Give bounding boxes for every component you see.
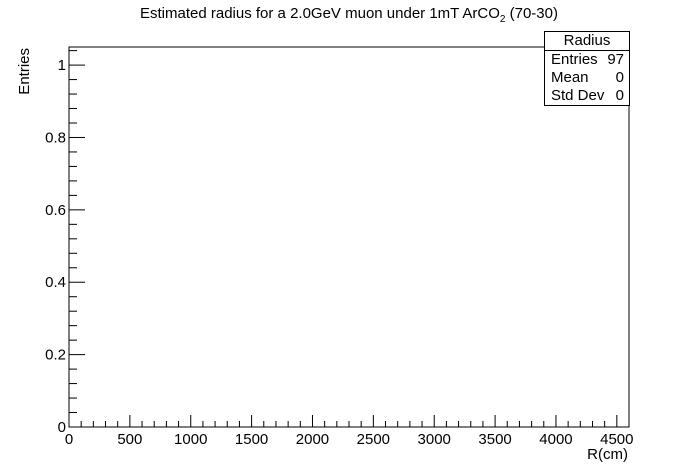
stats-row-entries: Entries 97: [545, 51, 629, 69]
chart-title: Estimated radius for a 2.0GeV muon under…: [0, 5, 698, 25]
stats-label: Entries: [551, 51, 598, 68]
x-tick-label: 4500: [600, 431, 633, 448]
chart-title-subscript: 2: [499, 14, 506, 25]
stats-value: 0: [615, 87, 624, 104]
x-tick-label: 0: [65, 431, 73, 448]
chart-title-tail: (70-30): [505, 5, 558, 22]
x-tick-label: 3000: [418, 431, 451, 448]
x-tick-label: 2000: [296, 431, 329, 448]
plot-frame: [68, 46, 630, 428]
y-axis-label: Entries: [16, 48, 33, 95]
axis-ticks: [68, 50, 630, 428]
stats-box: Radius Entries 97 Mean 0 Std Dev 0: [544, 31, 630, 106]
x-tick-label: 1500: [235, 431, 268, 448]
stats-label: Std Dev: [551, 87, 605, 104]
y-tick-label: 0.6: [45, 202, 66, 219]
stats-row-stddev: Std Dev 0: [545, 87, 629, 105]
stats-value: 0: [615, 69, 624, 86]
stats-label: Mean: [551, 69, 589, 86]
x-tick-label: 2500: [357, 431, 390, 448]
y-tick-label: 0: [58, 419, 66, 436]
y-tick-label: 0.8: [45, 129, 66, 146]
axis-tick-labels: 0 500 1000 1500 2000 2500 3000 3500 4000 4500 0 0.2…: [45, 57, 633, 448]
y-tick-label: 0.2: [45, 347, 66, 364]
chart-title-main: Estimated radius for a 2.0GeV muon under…: [140, 5, 500, 22]
stats-row-mean: Mean 0: [545, 69, 629, 87]
y-tick-label: 0.4: [45, 274, 66, 291]
stats-box-header: Radius: [545, 32, 629, 51]
x-tick-label: 4000: [539, 431, 572, 448]
x-axis-label: R(cm): [587, 446, 628, 463]
y-tick-label: 1: [58, 57, 66, 74]
stats-value: 97: [607, 51, 624, 68]
x-tick-label: 3500: [478, 431, 511, 448]
x-tick-label: 500: [117, 431, 142, 448]
x-tick-label: 1000: [174, 431, 207, 448]
